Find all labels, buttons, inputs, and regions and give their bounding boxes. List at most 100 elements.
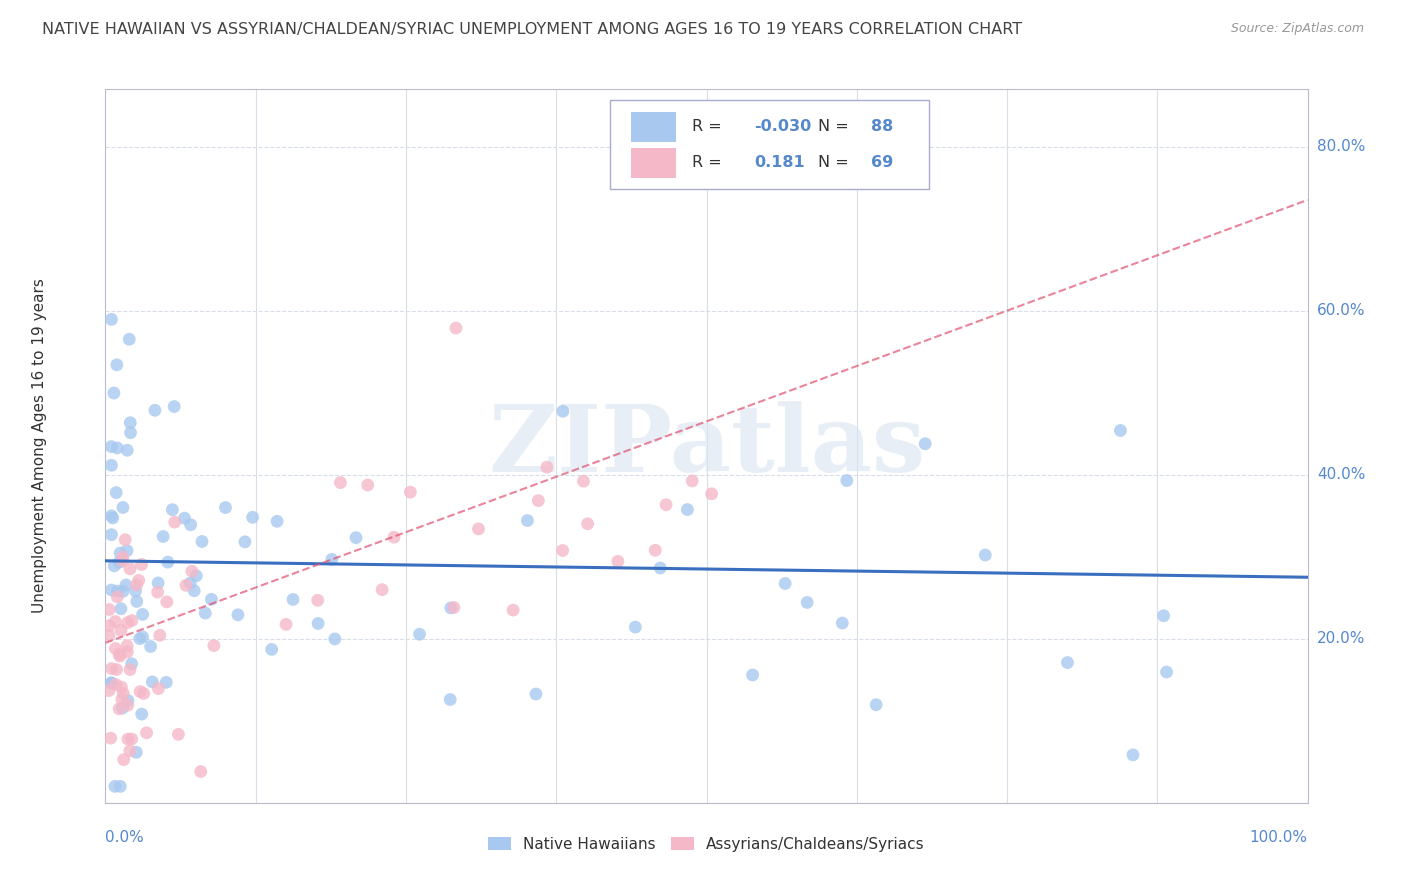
- Point: [835, 474, 858, 488]
- Point: [111, 500, 134, 515]
- Point: [329, 475, 352, 490]
- Point: [100, 582, 122, 597]
- Point: [624, 620, 647, 634]
- Point: [103, 558, 125, 573]
- Text: R =: R =: [692, 155, 721, 170]
- Point: [796, 595, 818, 609]
- Point: [167, 727, 190, 741]
- Point: [100, 508, 122, 523]
- Point: [120, 562, 142, 576]
- Point: [344, 531, 367, 545]
- Point: [112, 686, 135, 700]
- Text: 20.0%: 20.0%: [1317, 632, 1365, 647]
- Point: [117, 645, 139, 659]
- Point: [1122, 747, 1144, 762]
- Point: [131, 630, 153, 644]
- Point: [98, 618, 121, 632]
- Point: [121, 657, 143, 671]
- Point: [98, 628, 121, 642]
- Point: [700, 487, 723, 501]
- Point: [131, 607, 153, 622]
- Point: [146, 576, 169, 591]
- Point: [179, 576, 201, 591]
- Point: [536, 460, 558, 475]
- Point: [139, 640, 162, 654]
- Point: [576, 516, 599, 531]
- Text: 0.0%: 0.0%: [105, 830, 145, 845]
- Point: [100, 440, 122, 454]
- Point: [371, 582, 394, 597]
- Text: 100.0%: 100.0%: [1250, 830, 1308, 845]
- Point: [117, 693, 139, 707]
- Point: [681, 474, 703, 488]
- Point: [114, 533, 136, 547]
- Point: [128, 574, 150, 588]
- Point: [1153, 608, 1175, 623]
- Point: [129, 684, 152, 698]
- Point: [120, 663, 142, 677]
- Text: 60.0%: 60.0%: [1317, 303, 1365, 318]
- Point: [110, 680, 132, 694]
- Point: [233, 534, 256, 549]
- Point: [357, 478, 380, 492]
- Point: [104, 677, 127, 691]
- Point: [125, 745, 148, 759]
- Point: [115, 639, 138, 653]
- Point: [155, 675, 177, 690]
- Point: [105, 485, 128, 500]
- Point: [115, 578, 138, 592]
- Point: [125, 578, 148, 592]
- Point: [111, 549, 134, 564]
- Point: [149, 628, 172, 642]
- Point: [117, 615, 139, 630]
- Text: 80.0%: 80.0%: [1317, 139, 1365, 154]
- Point: [173, 511, 195, 525]
- Point: [467, 522, 489, 536]
- Legend: Native Hawaiians, Assyrians/Chaldeans/Syriacs: Native Hawaiians, Assyrians/Chaldeans/Sy…: [482, 830, 931, 858]
- Text: N =: N =: [818, 119, 849, 134]
- Point: [266, 514, 288, 528]
- Point: [110, 601, 132, 615]
- Point: [162, 502, 184, 516]
- Point: [323, 632, 346, 646]
- Point: [183, 583, 205, 598]
- Point: [105, 663, 128, 677]
- Point: [382, 530, 405, 544]
- Point: [111, 554, 134, 568]
- Point: [242, 510, 264, 524]
- Point: [606, 554, 628, 568]
- Point: [156, 595, 179, 609]
- Point: [655, 498, 678, 512]
- Point: [186, 569, 208, 583]
- Point: [108, 648, 131, 662]
- Text: 40.0%: 40.0%: [1317, 467, 1365, 483]
- Point: [676, 502, 699, 516]
- Point: [202, 639, 225, 653]
- Point: [307, 593, 329, 607]
- Point: [125, 594, 148, 608]
- Point: [128, 632, 150, 646]
- Point: [141, 674, 163, 689]
- Point: [115, 443, 138, 458]
- Point: [108, 555, 131, 569]
- Bar: [631, 112, 676, 142]
- Point: [443, 600, 465, 615]
- Point: [110, 780, 132, 794]
- Point: [105, 358, 128, 372]
- Point: [120, 416, 142, 430]
- Point: [152, 529, 174, 543]
- Point: [117, 732, 139, 747]
- Point: [121, 732, 143, 747]
- FancyBboxPatch shape: [610, 100, 929, 189]
- Point: [163, 400, 186, 414]
- Point: [143, 403, 166, 417]
- Point: [163, 515, 186, 529]
- Point: [200, 592, 222, 607]
- Text: Unemployment Among Ages 16 to 19 years: Unemployment Among Ages 16 to 19 years: [32, 278, 46, 614]
- Point: [408, 627, 430, 641]
- Text: ZIPatlas: ZIPatlas: [488, 401, 925, 491]
- Point: [865, 698, 887, 712]
- Point: [131, 558, 153, 572]
- Point: [100, 312, 122, 326]
- Point: [104, 615, 127, 629]
